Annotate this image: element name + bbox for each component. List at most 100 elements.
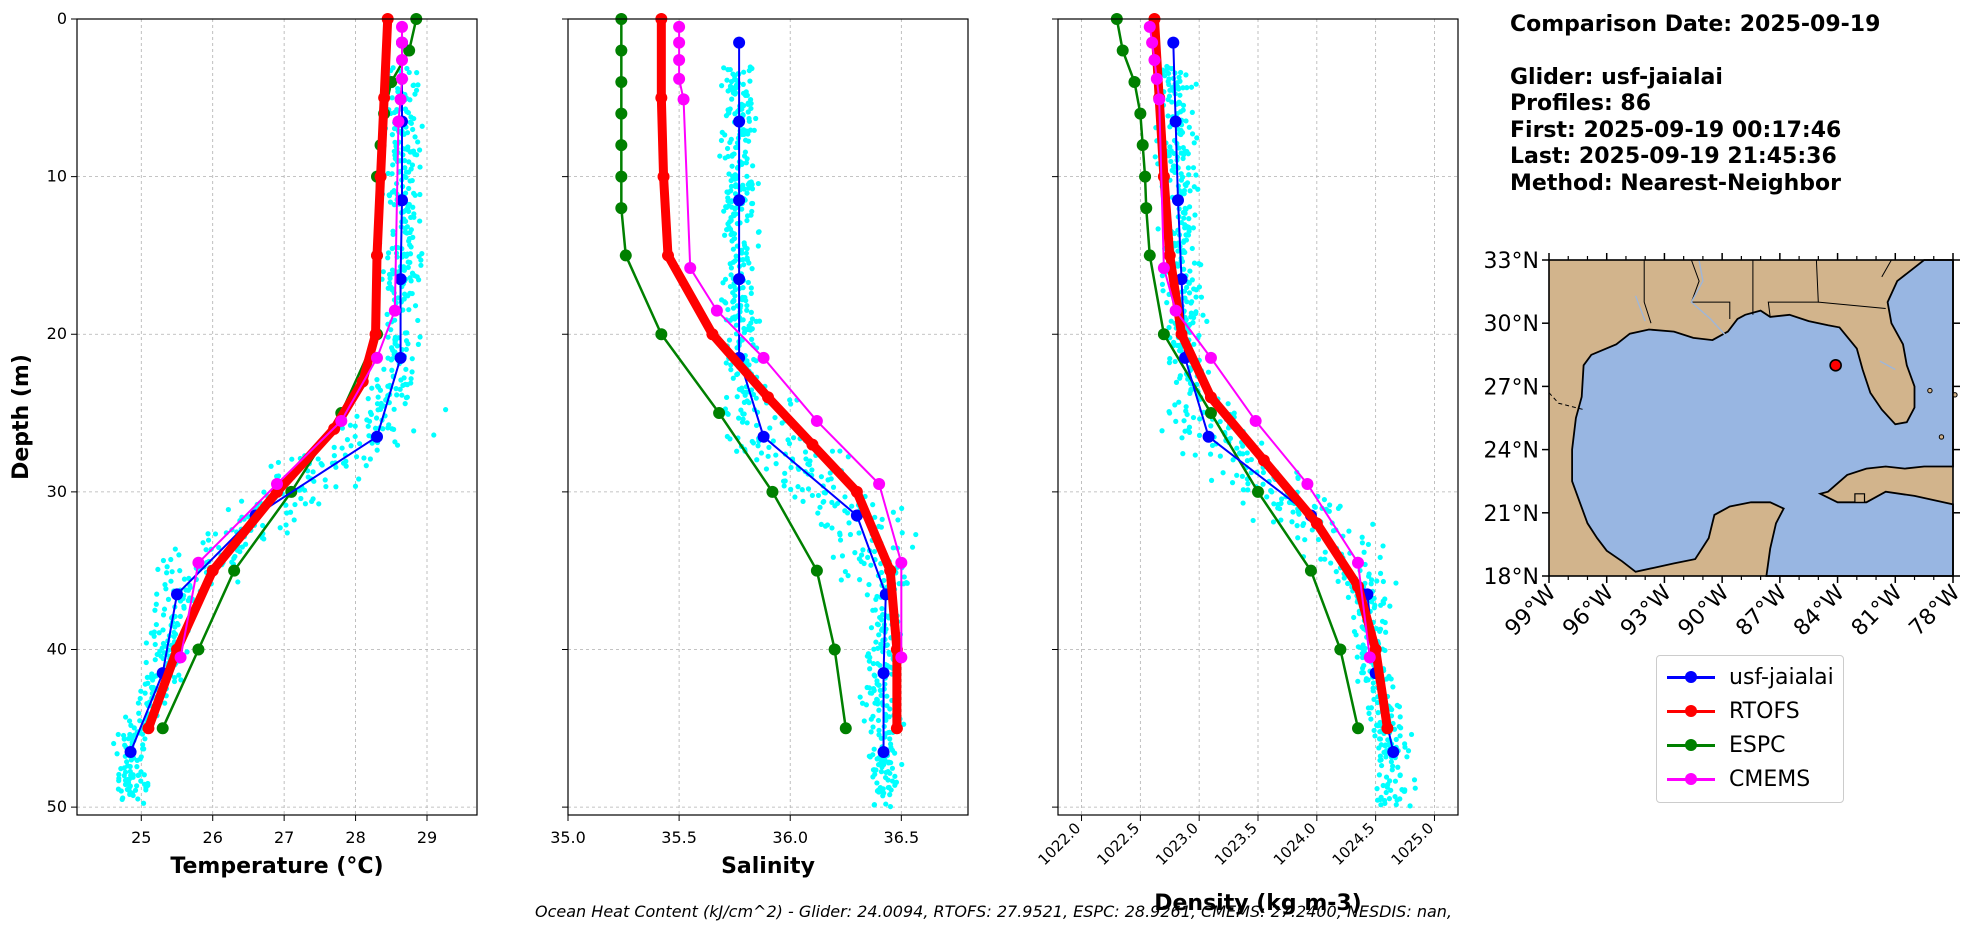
data-point: [174, 651, 187, 664]
scatter-point: [161, 606, 168, 612]
scatter-point: [1380, 578, 1386, 585]
scatter-point: [443, 407, 449, 413]
scatter-point: [122, 781, 129, 788]
scatter-point: [1188, 300, 1194, 306]
scatter-point: [858, 558, 864, 565]
scatter-point: [1181, 152, 1187, 158]
scatter-point: [1380, 598, 1386, 604]
scatter-point: [1177, 100, 1183, 106]
x-tick-label: 26: [203, 828, 223, 847]
scatter-point: [1173, 379, 1180, 385]
series-line: [1115, 18, 1360, 729]
scatter-point: [1166, 153, 1172, 159]
scatter-point: [800, 498, 806, 504]
scatter-point: [1190, 165, 1197, 171]
scatter-point: [1328, 560, 1334, 566]
scatter-point: [1178, 127, 1184, 133]
scatter-point: [127, 768, 133, 775]
scatter-point: [1160, 288, 1166, 294]
scatter-point: [803, 456, 809, 462]
scatter-point: [1351, 614, 1357, 621]
x-tick-label: 1023.5: [1211, 819, 1261, 869]
scatter-point: [1383, 774, 1390, 780]
scatter-point: [815, 510, 821, 516]
scatter-point: [889, 765, 896, 771]
data-point: [1204, 351, 1217, 364]
x-tick-label: 1025.0: [1387, 819, 1437, 869]
scatter-point: [872, 607, 878, 613]
scatter-point: [111, 740, 117, 747]
data-point: [1163, 249, 1176, 262]
scatter-point: [755, 243, 761, 249]
scatter-point: [724, 145, 731, 152]
scatter-point: [1387, 603, 1393, 609]
data-point: [371, 430, 383, 443]
scatter-point: [384, 311, 390, 317]
scatter-point: [415, 82, 421, 88]
scatter-point: [877, 687, 883, 693]
scatter-point: [1355, 644, 1361, 650]
scatter-point: [788, 401, 794, 407]
scatter-point: [1378, 802, 1384, 808]
scatter-point: [216, 544, 222, 551]
data-point: [710, 304, 723, 317]
data-point: [1175, 328, 1188, 341]
scatter-point: [750, 163, 756, 169]
scatter-point: [401, 157, 408, 164]
scatter-point: [1377, 757, 1383, 763]
x-tick-label: 1022.0: [1035, 819, 1085, 869]
scatter-point: [1333, 569, 1339, 575]
scatter-point: [748, 320, 754, 326]
scatter-point: [284, 530, 290, 536]
scatter-point: [259, 535, 265, 541]
scatter-point: [1169, 167, 1175, 173]
scatter-point: [744, 217, 750, 224]
scatter-point: [749, 316, 756, 322]
scatter-point: [163, 586, 169, 592]
scatter-point: [1190, 225, 1196, 231]
legend-item-cmems: CMEMS: [1667, 766, 1810, 792]
data-point: [1139, 170, 1152, 183]
scatter-point: [744, 302, 750, 309]
scatter-point: [724, 189, 730, 195]
scatter-point: [733, 322, 739, 328]
scatter-point: [1231, 410, 1237, 416]
scatter-point: [1290, 509, 1296, 515]
scatter-point: [733, 144, 739, 151]
scatter-point: [742, 137, 749, 143]
scatter-point: [1182, 205, 1188, 211]
scatter-point: [1164, 300, 1170, 306]
scatter-point: [1405, 748, 1412, 754]
scatter-point: [1295, 535, 1301, 541]
scatter-point: [746, 260, 752, 266]
scatter-point: [408, 227, 414, 233]
scatter-point: [390, 231, 396, 238]
scatter-point: [728, 265, 735, 271]
legend-label-glider: usf-jaialai: [1729, 664, 1834, 690]
scatter-point: [168, 556, 174, 563]
scatter-point: [1176, 342, 1182, 348]
scatter-point: [128, 722, 134, 728]
scatter-point: [1193, 81, 1199, 87]
scatter-point: [1295, 474, 1301, 480]
scatter-point: [817, 504, 823, 510]
legend-swatch-rtofs: [1667, 704, 1715, 718]
scatter-point: [1185, 232, 1192, 238]
scatter-point: [114, 751, 120, 757]
scatter-point: [868, 562, 874, 568]
scatter-point: [139, 731, 146, 737]
scatter-point: [1180, 155, 1186, 162]
scatter-point: [389, 367, 395, 373]
scatter-point: [143, 785, 149, 791]
scatter-point: [369, 385, 375, 391]
scatter-point: [743, 250, 749, 256]
scatter-point: [868, 625, 875, 631]
scatter-point: [408, 278, 414, 284]
scatter-point: [385, 383, 391, 389]
scatter-point: [732, 111, 738, 117]
scatter-point: [1177, 375, 1183, 381]
data-point: [828, 643, 841, 656]
legend-marker-glider: [1685, 671, 1697, 683]
scatter-point: [730, 305, 737, 311]
